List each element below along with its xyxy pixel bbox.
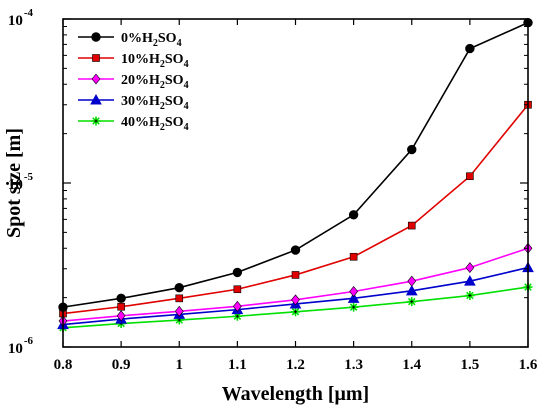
data-point-core <box>468 294 472 298</box>
x-tick-label: 0.8 <box>54 357 73 373</box>
legend-label: 0%H2SO4 <box>121 31 182 49</box>
legend-label: 30%H2SO4 <box>121 94 189 112</box>
data-point <box>291 294 300 306</box>
data-point <box>232 300 242 312</box>
data-point <box>291 271 300 279</box>
data-point <box>407 221 416 230</box>
legend: 0%H2SO4 10%H2SO4 20%H2SO4 30%H2SO4 40%H2SO4 <box>78 31 189 133</box>
data-point <box>348 210 359 220</box>
data-point <box>465 43 475 54</box>
data-point-core <box>294 310 297 314</box>
ticks: 0.8 0.9 1 1.1 1.2 1.3 1.4 1.5 1.610-610-510-4 <box>8 7 538 373</box>
legend-item: 10%H2SO4 <box>78 52 189 70</box>
legend-item: 40%H2SO4 <box>78 115 189 133</box>
data-point <box>466 172 474 181</box>
legend-marker <box>91 73 101 85</box>
legend-marker <box>90 93 102 105</box>
legend-marker-core <box>94 119 98 123</box>
series-line <box>62 104 529 315</box>
data-point-core <box>177 318 181 322</box>
legend-marker <box>92 54 100 62</box>
x-tick-label: 1.3 <box>344 357 363 373</box>
x-tick-label: 1 <box>176 357 184 373</box>
data-point <box>174 282 184 293</box>
data-point <box>405 284 418 296</box>
data-point-core <box>352 305 356 309</box>
data-point <box>117 302 125 311</box>
y-axis-label: Spot size [m] <box>3 128 25 238</box>
legend-item: 30%H2SO4 <box>78 93 189 112</box>
y-tick-label: 10-6 <box>8 335 34 357</box>
data-point <box>116 293 126 304</box>
legend-label: 10%H2SO4 <box>121 52 189 70</box>
legend-item: 0%H2SO4 <box>78 31 182 49</box>
data-point <box>407 144 417 155</box>
x-tick-label: 1.5 <box>461 357 480 373</box>
data-point <box>233 285 242 294</box>
data-point <box>174 305 184 317</box>
data-point <box>464 275 476 286</box>
legend-label: 40%H2SO4 <box>121 115 189 133</box>
data-point <box>465 262 475 274</box>
data-point <box>290 245 301 255</box>
data-point <box>349 286 359 297</box>
x-tick-label: 1.1 <box>228 357 247 373</box>
x-tick-label: 1.6 <box>519 357 538 373</box>
x-tick-label: 0.9 <box>112 357 131 373</box>
data-point-core <box>410 300 414 304</box>
y-tick-label: 10-4 <box>8 7 34 29</box>
data-point <box>407 275 417 287</box>
x-tick-label: 1.2 <box>286 357 305 373</box>
x-tick-label: 1.4 <box>402 357 421 373</box>
series-10%H2SO4 <box>59 100 532 318</box>
data-point <box>116 310 126 322</box>
legend-label: 20%H2SO4 <box>121 73 189 91</box>
data-point <box>349 252 358 261</box>
data-point <box>175 294 184 303</box>
legend-marker <box>91 32 101 42</box>
x-axis-label: Wavelength [μm] <box>222 383 369 405</box>
data-point <box>347 292 360 303</box>
data-point <box>232 267 243 278</box>
legend-item: 20%H2SO4 <box>78 73 189 91</box>
data-point-core <box>235 314 239 318</box>
